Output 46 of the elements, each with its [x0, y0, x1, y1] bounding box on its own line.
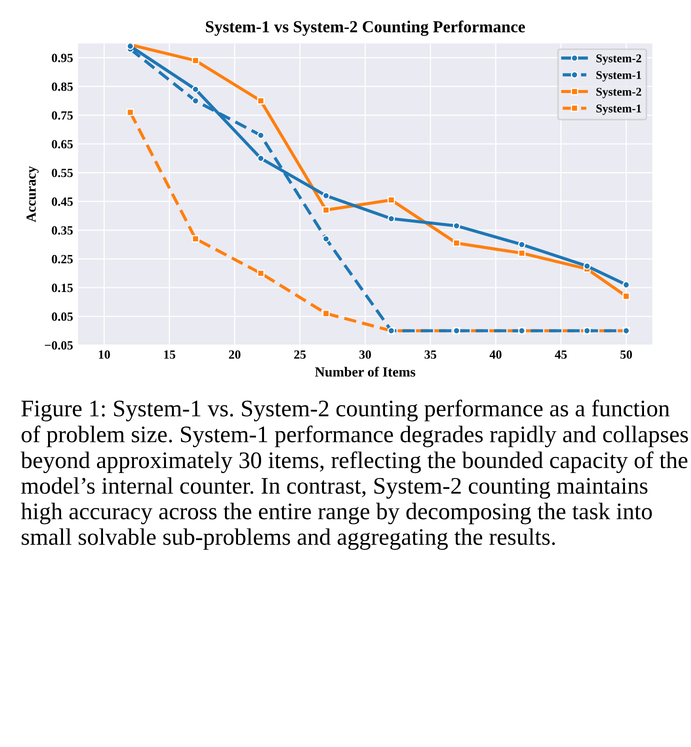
point [322, 310, 330, 318]
y-tick-label: 0.55 [52, 168, 73, 178]
x-tick-label: 25 [294, 350, 306, 359]
legend-label: System-1 [596, 71, 642, 82]
legend-label: System-2 [596, 88, 642, 98]
x-tick-label: 50 [620, 350, 632, 359]
point [518, 240, 526, 248]
y-tick-label: 0.65 [52, 140, 73, 148]
point [257, 97, 264, 104]
point [388, 196, 395, 204]
point [583, 262, 591, 270]
caption: Figure 1: System-1 vs. System-2 counting performance as a function of problem size. System-1 performance degrades rapidly and collapses beyond approximately 30 items, reflecting the bounded capacity of the model’s internal counter. In contrast, System-2 counting maintains high accuracy across the entire range by decomposing the task into small solvable sub-problems and aggregating the results. [20, 400, 688, 550]
x-tick-label: 40 [490, 350, 502, 359]
y-tick-label: 0.05 [52, 312, 73, 321]
y-tick-label: 0.15 [52, 284, 73, 292]
point [126, 108, 134, 116]
y-tick-label: 0.95 [52, 54, 73, 62]
point [452, 222, 460, 230]
x-axis-title: Number of Items [315, 366, 416, 377]
point [622, 281, 630, 288]
point [192, 235, 200, 242]
legend-label: System-1 [596, 104, 642, 115]
point [452, 239, 460, 247]
point [322, 192, 330, 200]
y-tick-label: 0.45 [52, 197, 73, 206]
point [622, 292, 630, 300]
x-tick-label: 30 [359, 350, 371, 359]
point [388, 214, 395, 222]
x-tick-label: 20 [228, 350, 240, 359]
y-tick-label: −0.05 [44, 341, 73, 350]
x-tick-label: 15 [164, 350, 176, 359]
y-tick-label: 0.85 [52, 82, 73, 91]
y-tick-label: 0.35 [52, 226, 73, 235]
y-axis-title: Accuracy [26, 166, 39, 222]
point [192, 86, 200, 93]
legend-label: System-2 [596, 54, 642, 65]
y-tick-label: 0.75 [52, 111, 73, 120]
point [257, 270, 264, 277]
x-tick-label: 10 [98, 350, 110, 359]
point [322, 206, 330, 214]
chart-title: System-1 vs System-2 Counting Performance [206, 20, 525, 36]
x-tick-label: 35 [424, 350, 436, 359]
point [257, 154, 264, 162]
x-tick-label: 45 [554, 350, 567, 359]
point [518, 249, 526, 257]
y-tick-label: 0.25 [52, 254, 73, 264]
